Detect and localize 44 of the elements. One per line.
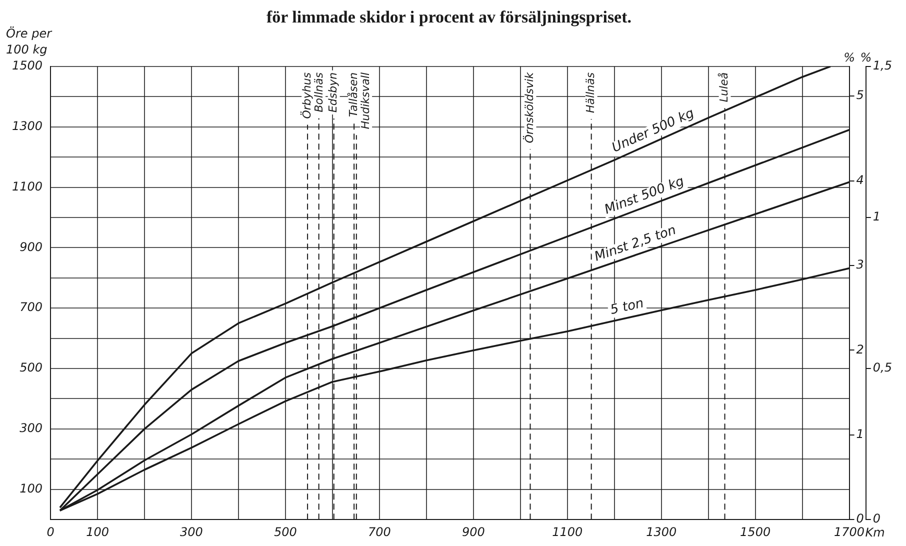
x-tick-label: 1700 (834, 524, 865, 539)
text: Minst 500 kg (602, 174, 686, 218)
y2-tick-label: 0 (856, 512, 864, 526)
y-tick-label: 1100 (12, 179, 43, 194)
x-tick-label: 900 (462, 524, 486, 539)
y-tick-label: 300 (20, 421, 43, 436)
x-tick-label: 100 (86, 524, 110, 539)
y3-tick-label: 0 (872, 512, 881, 526)
text: 5 ton (608, 296, 646, 318)
y2-tick-label: 2 (856, 342, 864, 356)
ref-line-label: Bollnäs (312, 72, 326, 112)
ref-line-label: Hällnäs (584, 72, 598, 113)
x-tick-label: 1300 (646, 524, 677, 539)
x-tick-label: 1100 (552, 524, 584, 539)
ref-line-label: Tallåsen (346, 72, 360, 118)
x-tick-label: 700 (368, 524, 392, 539)
y2-tick-label: 3 (856, 258, 864, 272)
y3-tick-label: 1 (872, 210, 881, 224)
y-tick-label: 1300 (12, 118, 43, 133)
ref-line-label: Örnsköldsvik (522, 72, 536, 144)
x-tick-label: 300 (180, 524, 204, 539)
text: Minst 2,5 ton (592, 222, 678, 265)
y3-axis-title: % (860, 50, 872, 65)
ref-line-label: Örbyhus (299, 72, 314, 119)
y-tick-label: 500 (20, 360, 43, 375)
x-tick-label: 500 (274, 524, 298, 539)
ref-line-label: Hudiksvall (358, 72, 372, 130)
y2-tick-label: 1 (856, 427, 864, 442)
y-tick-label: 900 (20, 240, 43, 254)
y-tick-label: 700 (20, 300, 43, 314)
x-tick-label: 0 (46, 524, 55, 539)
y2-tick-label: 5 (856, 88, 864, 102)
y2-axis-title: % (844, 50, 855, 65)
y-axis-title: Öre per 100 kg (6, 26, 53, 57)
ref-line-label: Edsbyn (326, 72, 340, 113)
ref-line-label: Luleå (718, 72, 731, 102)
x-axis-title: Km (865, 526, 885, 540)
y2-tick-label: 4 (856, 172, 864, 187)
chart-title: för limmade skidor i procent av försäljningspriset. (266, 8, 632, 27)
y-tick-label: 100 (20, 482, 43, 496)
x-tick-label: 1500 (740, 524, 771, 539)
y-tick-label: 1500 (12, 58, 43, 73)
y3-tick-label: 0,5 (872, 360, 892, 375)
y3-tick-label: 1,5 (872, 58, 892, 73)
